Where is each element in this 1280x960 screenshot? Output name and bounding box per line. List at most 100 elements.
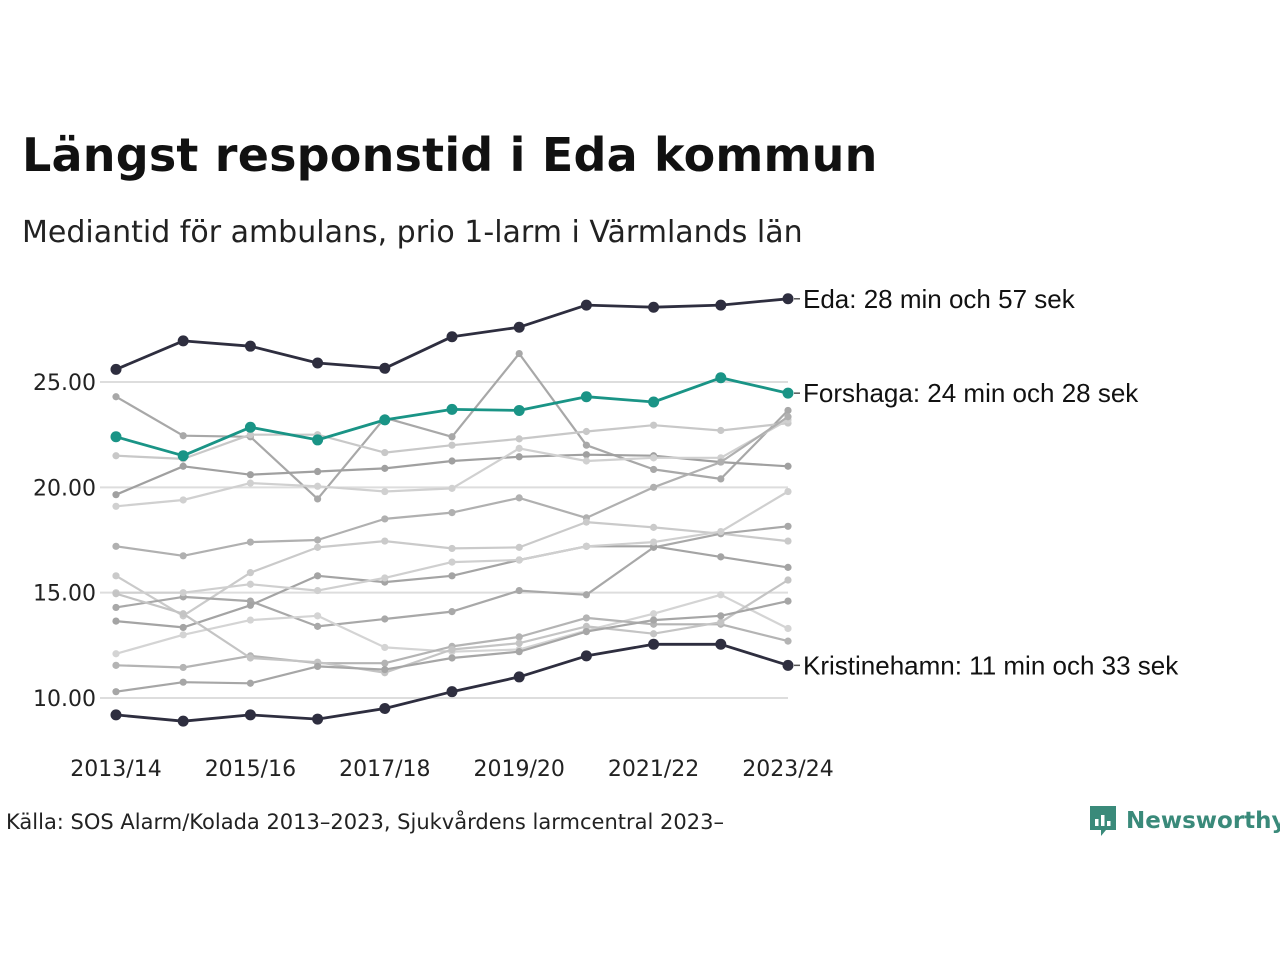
background-series-point: [381, 515, 389, 523]
background-series-point: [112, 542, 120, 550]
background-series-point: [314, 622, 322, 630]
highlighted-series-point: [580, 650, 592, 662]
background-series-point: [515, 586, 523, 595]
highlighted-series-point: [648, 638, 660, 650]
background-series-point: [717, 458, 725, 466]
background-series-point: [112, 603, 120, 612]
background-series-point: [381, 448, 389, 457]
highlighted-series-point: [379, 703, 391, 715]
background-series-point: [650, 538, 658, 546]
highlighted-series-point: [110, 431, 122, 443]
highlighted-series-point: [513, 321, 525, 333]
background-series-point: [381, 537, 389, 545]
background-series-point: [112, 572, 120, 580]
background-series-point: [650, 523, 658, 531]
background-series-point: [381, 665, 389, 674]
background-series-point: [314, 495, 322, 503]
highlighted-series-point: [446, 403, 458, 415]
background-series-point: [784, 406, 792, 415]
background-series-point: [314, 586, 322, 595]
background-series-point: [381, 659, 389, 667]
background-series-point: [112, 650, 120, 658]
background-series-point: [246, 471, 254, 479]
x-tick-label: 2019/20: [473, 757, 564, 782]
background-series-point: [448, 457, 456, 465]
logo-text: Newsworthy: [1126, 808, 1280, 834]
background-series-point: [784, 624, 792, 633]
background-series-point: [448, 572, 456, 580]
highlighted-series-point: [177, 715, 189, 727]
highlighted-series-point: [715, 299, 727, 311]
background-series-point: [515, 494, 523, 502]
highlighted-series-point: [446, 686, 458, 698]
background-series-point: [112, 590, 120, 598]
background-series-point: [179, 663, 187, 672]
background-series-point: [515, 639, 523, 647]
y-tick-label: 15.00: [33, 582, 96, 607]
background-series-point: [179, 432, 187, 440]
background-series-point: [515, 349, 523, 358]
background-series-point: [582, 622, 591, 630]
background-series-point: [112, 491, 120, 499]
chart-title: Längst responstid i Eda kommun: [22, 128, 878, 182]
highlighted-series-point: [244, 340, 256, 352]
highlighted-series-point: [648, 301, 660, 313]
background-series-point: [650, 616, 658, 624]
background-series-point: [515, 556, 523, 564]
background-series-point: [650, 454, 658, 462]
y-tick-label: 10.00: [33, 687, 96, 712]
background-series-point: [515, 648, 523, 656]
background-series-point: [515, 435, 523, 443]
background-series-point: [112, 393, 120, 401]
background-series-point: [784, 487, 792, 496]
highlighted-series-point: [580, 391, 592, 403]
background-series-point: [582, 427, 591, 436]
background-series-line: [114, 352, 790, 500]
x-tick-label: 2015/16: [205, 757, 296, 782]
background-series-point: [246, 580, 254, 588]
background-series-point: [246, 479, 254, 487]
background-series-point: [246, 601, 254, 609]
highlighted-series-point: [244, 709, 256, 721]
background-series-point: [381, 643, 389, 652]
background-series-point: [112, 452, 120, 460]
background-series-point: [650, 610, 658, 618]
background-series-point: [582, 628, 591, 636]
highlighted-series-point: [513, 671, 525, 683]
x-tick-label: 2021/22: [608, 757, 699, 782]
background-series-point: [582, 457, 591, 465]
background-series-point: [112, 688, 120, 696]
background-series-point: [314, 662, 322, 671]
x-tick-label: 2017/18: [339, 757, 430, 782]
background-series-point: [179, 496, 187, 504]
highlighted-series-point: [715, 638, 727, 650]
background-series-point: [717, 591, 725, 599]
background-series-point: [179, 631, 187, 639]
background-series-point: [515, 444, 523, 452]
background-series-point: [314, 612, 322, 620]
background-series-point: [381, 487, 389, 496]
highlighted-series-point: [379, 362, 391, 374]
series-end-label: Kristinehamn: 11 min och 33 sek: [803, 650, 1179, 680]
background-series-point: [448, 558, 456, 566]
background-series-point: [515, 543, 523, 551]
highlighted-series-point: [513, 404, 525, 416]
highlighted-series-point: [580, 299, 592, 311]
background-series-point: [448, 654, 456, 662]
background-series-point: [650, 465, 658, 474]
newsworthy-logo[interactable]: Newsworthy: [1088, 804, 1280, 838]
background-series-point: [246, 654, 254, 662]
background-series-point: [717, 553, 725, 561]
background-series-point: [314, 536, 322, 544]
background-series-point: [381, 615, 389, 623]
highlighted-series-point: [715, 372, 727, 384]
background-series-point: [784, 537, 792, 545]
x-tick-label: 2013/14: [70, 757, 161, 782]
highlighted-series-point: [312, 357, 324, 369]
highlighted-series-point: [177, 335, 189, 347]
background-series-point: [784, 462, 792, 470]
background-series-point: [650, 483, 658, 491]
chart-subtitle: Mediantid för ambulans, prio 1-larm i Vä…: [22, 215, 803, 250]
grid-lines: [100, 381, 788, 699]
highlighted-series-point: [446, 331, 458, 343]
